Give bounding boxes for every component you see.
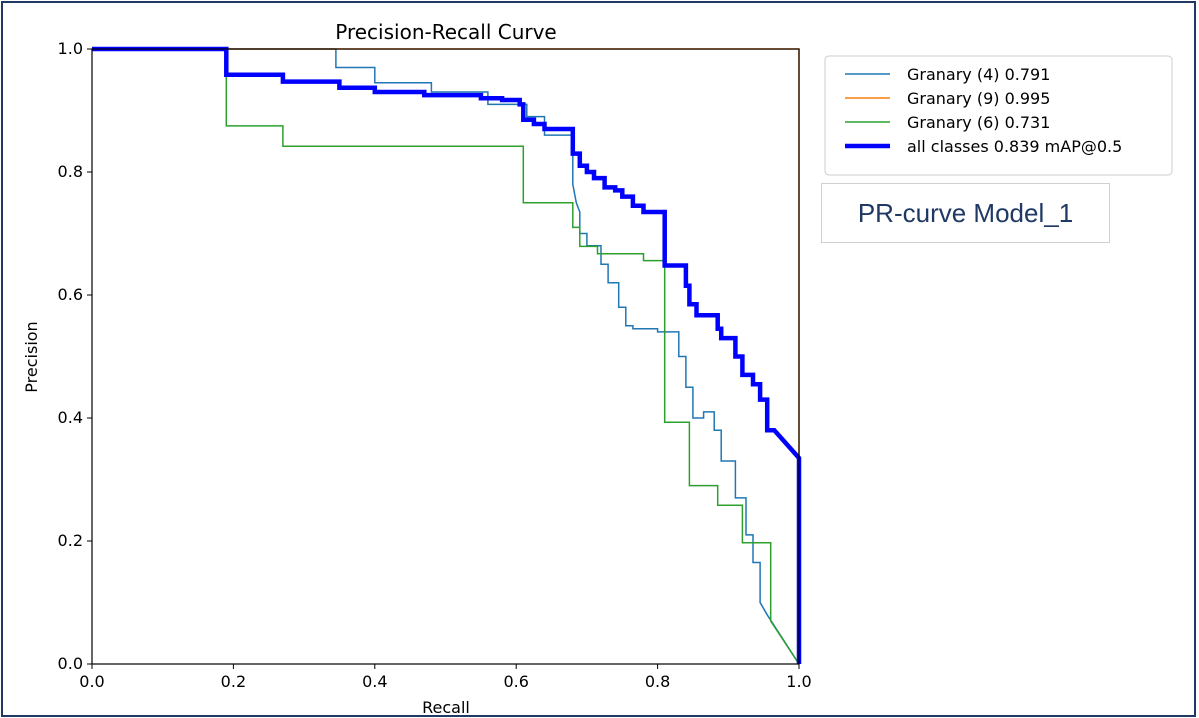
series-line-3 — [92, 49, 799, 664]
x-tick-label: 0.6 — [503, 672, 528, 691]
x-axis-ticks: 0.0 0.2 0.4 0.6 0.8 1.0 — [79, 664, 811, 691]
legend-label-2: Granary (6) 0.731 — [907, 113, 1050, 132]
x-tick-label: 0.0 — [79, 672, 104, 691]
y-tick-label: 1.0 — [58, 39, 83, 58]
y-tick-label: 0.2 — [58, 531, 83, 550]
plot-area — [92, 49, 799, 664]
legend-label-0: Granary (4) 0.791 — [907, 65, 1050, 84]
legend-label-1: Granary (9) 0.995 — [907, 89, 1050, 108]
x-tick-label: 0.4 — [362, 672, 387, 691]
chart-title: Precision-Recall Curve — [335, 20, 556, 44]
model-annotation-box: PR-curve Model_1 — [821, 183, 1110, 243]
series-line-2 — [92, 49, 799, 664]
x-axis-label: Recall — [422, 698, 470, 717]
x-tick-label: 1.0 — [786, 672, 811, 691]
y-tick-label: 0.4 — [58, 408, 83, 427]
series-line-0 — [92, 49, 799, 664]
y-tick-label: 0.8 — [58, 162, 83, 181]
x-tick-label: 0.8 — [645, 672, 670, 691]
series-line-1 — [92, 49, 799, 664]
legend-label-3: all classes 0.839 mAP@0.5 — [907, 137, 1122, 156]
y-axis-label: Precision — [22, 321, 41, 392]
legend: Granary (4) 0.791 Granary (9) 0.995 Granar… — [825, 56, 1172, 175]
y-tick-label: 0.0 — [58, 654, 83, 673]
x-tick-label: 0.2 — [221, 672, 246, 691]
series-lines — [92, 49, 799, 664]
y-tick-label: 0.6 — [58, 285, 83, 304]
model-annotation-text: PR-curve Model_1 — [858, 198, 1073, 229]
y-axis-ticks: 0.0 0.2 0.4 0.6 0.8 1.0 — [58, 39, 92, 673]
